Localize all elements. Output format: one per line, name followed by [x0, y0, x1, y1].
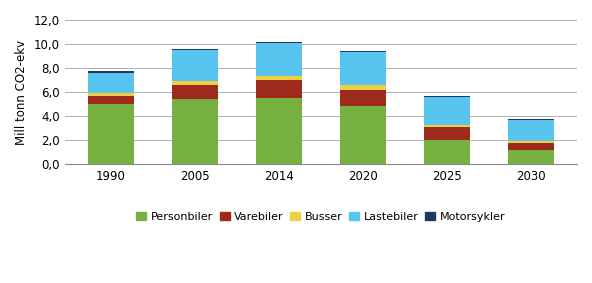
Bar: [256, 80, 302, 98]
Bar: [172, 99, 218, 164]
Bar: [507, 119, 554, 120]
Bar: [507, 120, 554, 141]
Bar: [424, 127, 470, 140]
Bar: [340, 52, 386, 85]
Bar: [507, 143, 554, 150]
Bar: [424, 97, 470, 125]
Bar: [88, 93, 134, 96]
Legend: Personbiler, Varebiler, Busser, Lastebiler, Motorsykler: Personbiler, Varebiler, Busser, Lastebil…: [132, 207, 510, 226]
Bar: [507, 150, 554, 164]
Bar: [340, 51, 386, 52]
Bar: [172, 49, 218, 50]
Bar: [88, 96, 134, 104]
Bar: [88, 104, 134, 164]
Bar: [424, 140, 470, 164]
Bar: [340, 106, 386, 164]
Y-axis label: Mill tonn CO2-ekv: Mill tonn CO2-ekv: [15, 40, 28, 145]
Bar: [88, 73, 134, 93]
Bar: [172, 81, 218, 85]
Bar: [256, 76, 302, 80]
Bar: [172, 85, 218, 99]
Bar: [256, 98, 302, 164]
Bar: [256, 42, 302, 43]
Bar: [256, 43, 302, 76]
Bar: [424, 96, 470, 97]
Bar: [172, 50, 218, 81]
Bar: [507, 141, 554, 143]
Bar: [340, 85, 386, 90]
Bar: [340, 90, 386, 106]
Bar: [424, 125, 470, 127]
Bar: [88, 71, 134, 73]
